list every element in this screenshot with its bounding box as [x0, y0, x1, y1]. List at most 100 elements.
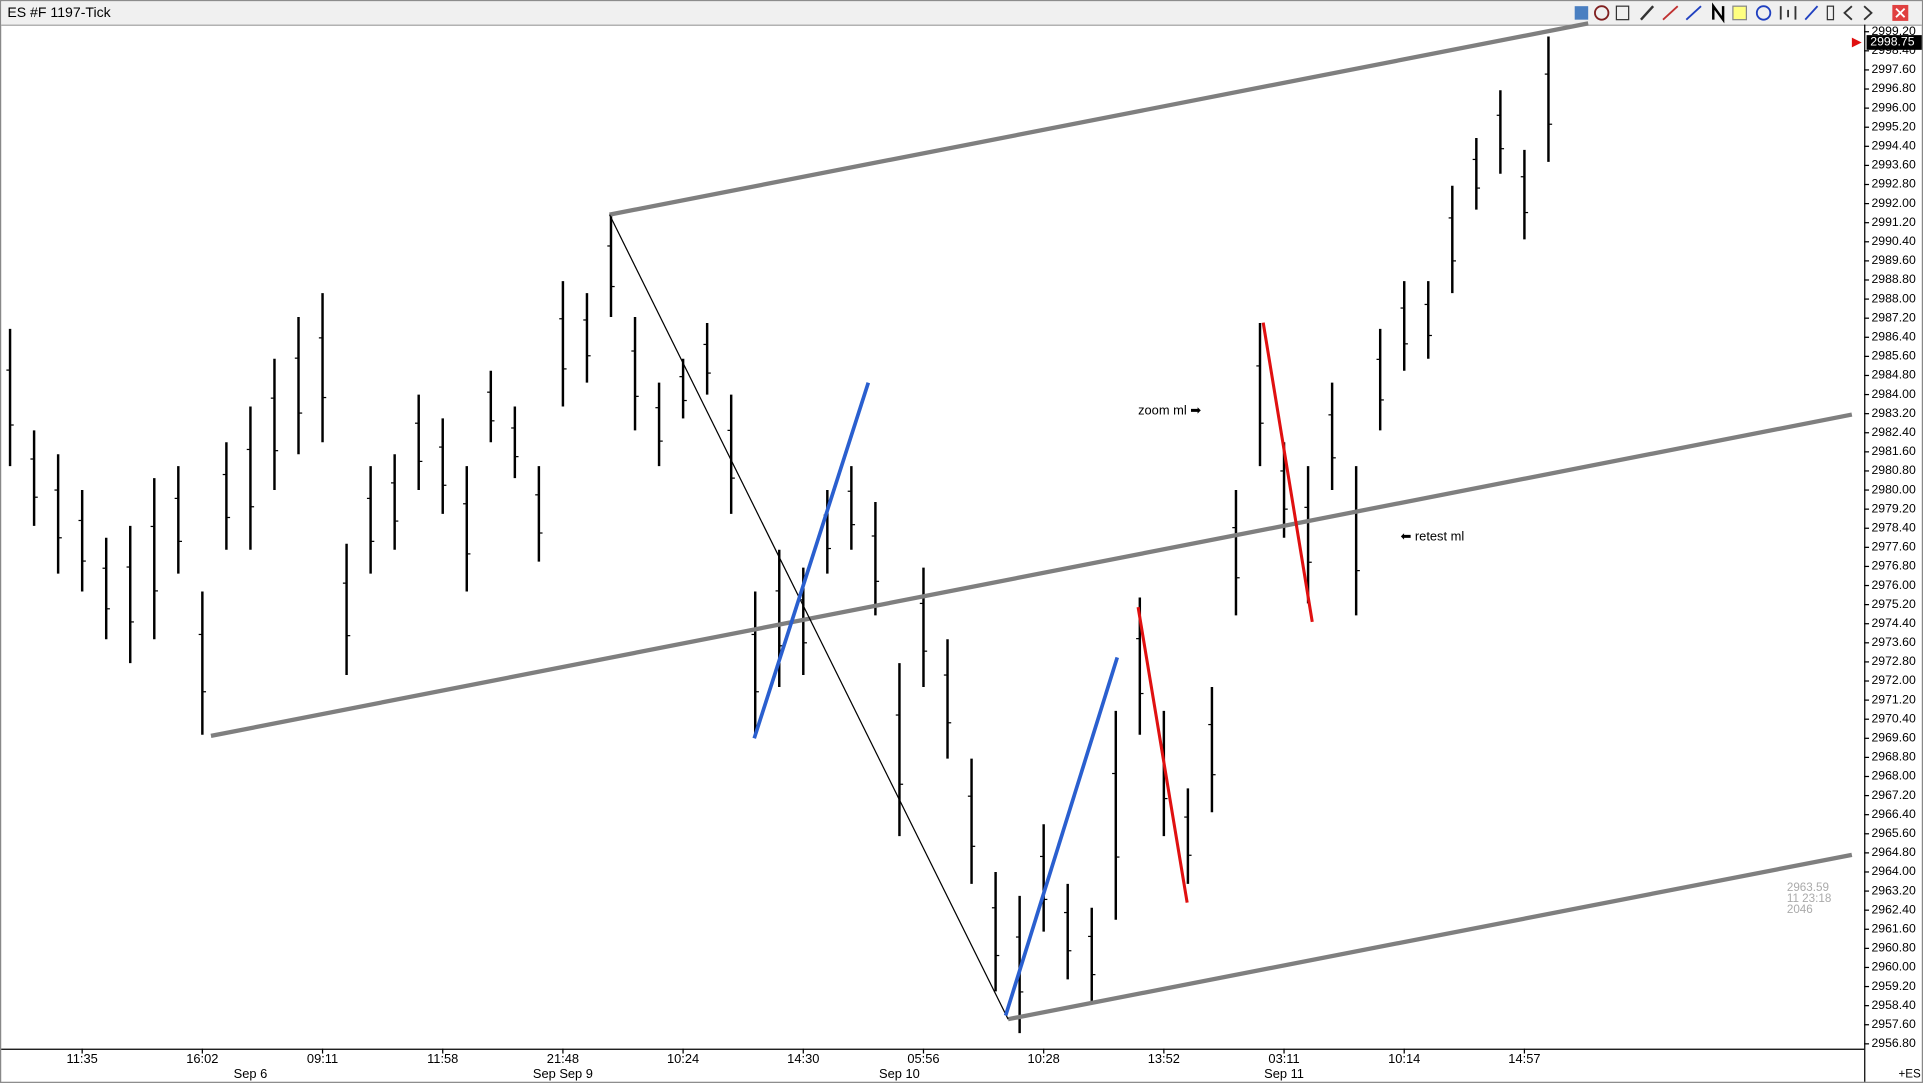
tool-icon[interactable] [1755, 5, 1772, 21]
y-tick-label: 2989.60 [1871, 253, 1915, 267]
x-tick-label: 09:11 [307, 1051, 338, 1066]
y-tick-label: 2969.60 [1871, 731, 1915, 745]
y-tick-label: 2978.40 [1871, 520, 1915, 534]
tool-icon[interactable] [1779, 6, 1797, 20]
x-tick-label: 16:02 [186, 1051, 218, 1066]
date-label: Sep 10 [879, 1066, 920, 1081]
y-tick-label: 2985.60 [1871, 349, 1915, 363]
x-tick-label: 13:52 [1148, 1051, 1180, 1066]
y-tick-label: 2965.60 [1871, 826, 1915, 840]
tool-icon[interactable] [1685, 5, 1702, 21]
y-tick-label: 2982.40 [1871, 425, 1915, 439]
last-price-arrow [1851, 37, 1862, 48]
red-trend-line [1136, 606, 1189, 903]
x-tick-label: 05:56 [907, 1051, 939, 1066]
y-tick-label: 2958.40 [1871, 998, 1915, 1012]
pitchfork-upper [609, 21, 1589, 217]
last-price-box [1866, 35, 1922, 50]
x-tick-label: 14:57 [1508, 1051, 1540, 1066]
y-tick-label: 2968.00 [1871, 769, 1915, 783]
y-tick-label: 2964.00 [1871, 864, 1915, 878]
y-tick-label: 2988.00 [1871, 291, 1915, 305]
y-tick-label: 2992.00 [1871, 196, 1915, 210]
y-tick-label: 2960.80 [1871, 941, 1915, 955]
y-tick-label: 2980.00 [1871, 482, 1915, 496]
y-tick-label: 2970.40 [1871, 711, 1915, 725]
y-tick-label: 2960.00 [1871, 960, 1915, 974]
x-tick-label: 11:58 [427, 1051, 458, 1066]
date-label: Sep 6 [234, 1066, 268, 1081]
date-label: Sep 11 [1264, 1066, 1304, 1081]
y-tick-label: 2995.20 [1871, 119, 1915, 133]
y-tick-label: 2999.20 [1871, 24, 1915, 38]
y-tick-label: 2993.60 [1871, 158, 1915, 172]
y-tick-label: 2968.80 [1871, 750, 1915, 764]
y-tick-label: 2986.40 [1871, 330, 1915, 344]
y-tick-label: 2980.80 [1871, 463, 1915, 477]
y-tick-label: 2979.20 [1871, 501, 1915, 515]
tool-icon[interactable] [1640, 5, 1655, 21]
annotation: zoom ml ➡ [1138, 402, 1201, 417]
blue-trend-line [1003, 656, 1120, 1017]
tool-icon[interactable] [1826, 5, 1835, 21]
y-tick-label: 2975.20 [1871, 597, 1915, 611]
tool-icon[interactable] [1594, 5, 1610, 21]
x-tick-label: 10:24 [667, 1051, 699, 1066]
tool-icon[interactable] [1732, 5, 1748, 21]
tool-icon[interactable] [1662, 5, 1679, 21]
y-tick-label: 2962.40 [1871, 902, 1915, 916]
y-tick-label: 2971.20 [1871, 692, 1915, 706]
y-tick-label: 2973.60 [1871, 635, 1915, 649]
tool-icon[interactable] [1574, 6, 1589, 20]
tool-icon[interactable] [1863, 5, 1873, 21]
annotation: ⬅ retest ml [1401, 529, 1465, 544]
x-tick-label: 03:11 [1268, 1051, 1299, 1066]
x-tick-label: 10:28 [1028, 1051, 1060, 1066]
close-icon[interactable] [1895, 7, 1906, 18]
y-tick-label: 2972.80 [1871, 654, 1915, 668]
x-tick-label: 14:30 [787, 1051, 819, 1066]
y-tick-label: 2997.60 [1871, 62, 1915, 76]
chart-title: ES #F 1197-Tick [7, 4, 111, 20]
x-tick-label: 10:14 [1388, 1051, 1420, 1066]
y-tick-label: 2990.40 [1871, 234, 1915, 248]
price-bars [6, 36, 1553, 1034]
tool-icon[interactable] [1843, 5, 1853, 21]
date-label: Sep Sep 9 [533, 1066, 593, 1081]
y-tick-label: 2988.80 [1871, 272, 1915, 286]
y-tick-label: 2963.20 [1871, 883, 1915, 897]
tool-icon[interactable] [1615, 5, 1630, 21]
y-tick-label: 2981.60 [1871, 444, 1915, 458]
y-tick-label: 2996.00 [1871, 100, 1915, 114]
symbol-label: +ES [1898, 1067, 1921, 1080]
y-tick-label: 2984.00 [1871, 387, 1915, 401]
pitchfork-median [210, 412, 1853, 738]
y-tick-label: 2994.40 [1871, 139, 1915, 153]
x-tick-label: 11:35 [67, 1051, 98, 1066]
tool-icon[interactable] [1712, 2, 1725, 24]
y-tick-label: 2991.20 [1871, 215, 1915, 229]
y-tick-label: 2961.60 [1871, 921, 1915, 935]
y-tick-label: 2987.20 [1871, 310, 1915, 324]
x-tick-label: 21:48 [547, 1051, 579, 1066]
title-bar [1, 1, 1922, 25]
y-tick-label: 2959.20 [1871, 979, 1915, 993]
y-tick-label: 2966.40 [1871, 807, 1915, 821]
drawing-objects [210, 21, 1853, 1022]
last-price-label: 2998.75 [1870, 35, 1914, 49]
pitchfork-base [608, 214, 1009, 1020]
y-tick-label: 2972.00 [1871, 673, 1915, 687]
pitchfork-lower [1007, 852, 1853, 1022]
info-text: 2046 [1787, 903, 1813, 916]
y-tick-label: 2974.40 [1871, 616, 1915, 630]
y-tick-label: 2984.80 [1871, 368, 1915, 382]
y-tick-label: 2967.20 [1871, 788, 1915, 802]
y-tick-label: 2977.60 [1871, 540, 1915, 554]
y-tick-label: 2992.80 [1871, 177, 1915, 191]
tool-icon[interactable] [1804, 5, 1819, 21]
y-tick-label: 2983.20 [1871, 406, 1915, 420]
red-trend-line [1261, 322, 1314, 623]
